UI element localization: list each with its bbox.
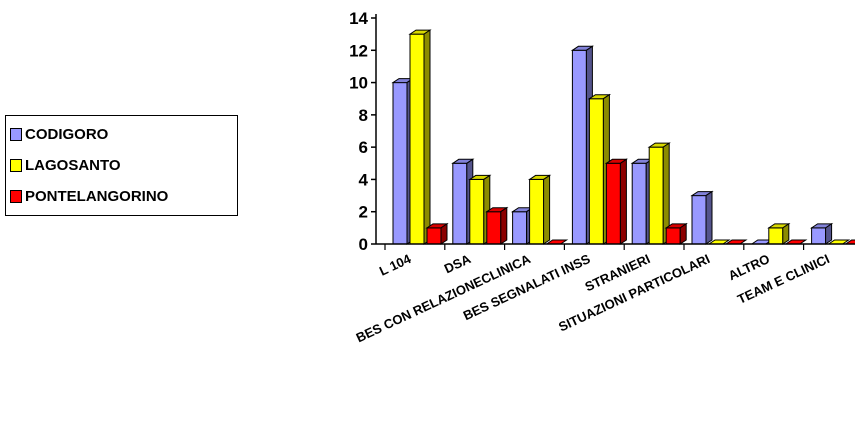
- x-category-label: DSA: [442, 251, 474, 276]
- y-tick-label: 6: [359, 138, 368, 157]
- y-axis-ticks: 0 2 4 6 8 10 12 14: [349, 9, 368, 254]
- y-tick-label: 4: [359, 170, 369, 189]
- legend-item-lagosanto: LAGOSANTO: [10, 150, 233, 181]
- bars: [391, 29, 855, 245]
- bar: [485, 206, 509, 245]
- axes: [371, 14, 855, 250]
- bar: [767, 222, 791, 245]
- bar: [425, 222, 449, 245]
- y-tick-label: 2: [359, 203, 368, 222]
- legend-label-lagosanto: LAGOSANTO: [25, 157, 121, 174]
- x-category-label: L 104: [377, 251, 414, 279]
- legend-item-codigoro: CODIGORO: [10, 119, 233, 150]
- bar: [408, 29, 432, 245]
- y-tick-label: 12: [349, 41, 368, 60]
- bar: [647, 142, 671, 245]
- bar: [690, 190, 714, 245]
- y-tick-label: 8: [359, 106, 368, 125]
- legend-label-pontelangorino: PONTELANGORINO: [25, 188, 169, 205]
- y-tick-label: 10: [349, 74, 368, 93]
- y-tick-label: 14: [349, 9, 368, 28]
- legend-swatch-pontelangorino: [10, 190, 22, 203]
- bar: [527, 174, 552, 245]
- bar: [604, 158, 629, 245]
- bar: [809, 222, 834, 245]
- legend-swatch-codigoro: [10, 128, 22, 141]
- bar: [468, 174, 492, 245]
- legend-label-codigoro: CODIGORO: [25, 126, 109, 143]
- y-tick-label: 0: [359, 235, 368, 254]
- bar: [664, 222, 688, 245]
- legend-item-pontelangorino: PONTELANGORINO: [10, 181, 233, 212]
- legend-swatch-lagosanto: [10, 159, 22, 172]
- legend: CODIGORO LAGOSANTO PONTELANGORINO: [5, 115, 238, 216]
